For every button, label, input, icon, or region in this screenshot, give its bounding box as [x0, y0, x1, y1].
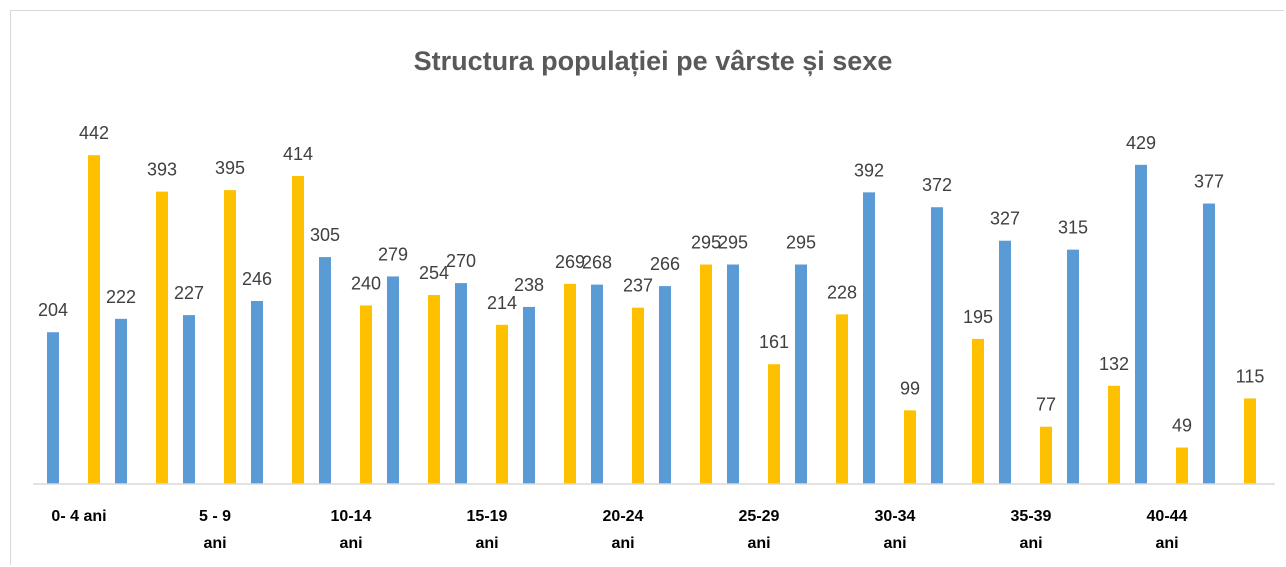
x-tick-label: 10-14 ani	[330, 508, 372, 552]
data-label: 246	[242, 269, 272, 289]
bar	[659, 286, 671, 484]
bar	[428, 295, 440, 484]
x-tick-label: 15-19 ani	[466, 508, 508, 552]
data-label: 214	[487, 293, 517, 313]
data-label: 393	[147, 160, 177, 180]
data-label: 254	[419, 263, 449, 283]
bar	[292, 175, 304, 484]
bar	[836, 314, 848, 484]
bar	[387, 276, 399, 484]
bar	[999, 240, 1011, 484]
data-label: 266	[650, 254, 680, 274]
data-label: 315	[1058, 218, 1088, 238]
data-label: 269	[555, 252, 585, 272]
bar	[156, 191, 168, 484]
bar	[904, 410, 916, 484]
data-label: 377	[1194, 172, 1224, 192]
bar	[1176, 447, 1188, 484]
bar	[115, 318, 127, 484]
x-tick-label: 35-39 ani	[1010, 508, 1052, 552]
bar	[591, 284, 603, 484]
data-label: 429	[1126, 133, 1156, 153]
bar	[455, 283, 467, 484]
bar	[319, 257, 331, 484]
data-label: 395	[215, 158, 245, 178]
data-label: 77	[1036, 395, 1056, 415]
bar	[1040, 426, 1052, 484]
data-label: 392	[854, 160, 884, 180]
data-label: 268	[582, 253, 612, 273]
data-label: 132	[1099, 354, 1129, 374]
bar	[251, 300, 263, 484]
data-label: 327	[990, 209, 1020, 229]
bar	[795, 264, 807, 484]
data-label: 295	[786, 233, 816, 253]
data-label: 99	[900, 378, 920, 398]
data-label: 238	[514, 275, 544, 295]
bar	[931, 207, 943, 484]
bar	[700, 264, 712, 484]
bar	[1067, 249, 1079, 484]
bar	[768, 364, 780, 484]
bar	[1244, 398, 1256, 484]
data-label: 237	[623, 276, 653, 296]
bar	[863, 192, 875, 485]
chart-title: Structura populației pe vârste și sexe	[414, 46, 893, 76]
data-label: 228	[827, 282, 857, 302]
bar	[523, 306, 535, 484]
bar	[1135, 164, 1147, 484]
data-label: 295	[718, 233, 748, 253]
data-label: 372	[922, 175, 952, 195]
bar	[360, 305, 372, 484]
data-label: 222	[106, 287, 136, 307]
x-tick-label: 20-24 ani	[602, 508, 644, 552]
x-tick-label: 5 - 9 ani	[198, 508, 231, 552]
data-label: 195	[963, 307, 993, 327]
bar	[727, 264, 739, 484]
bar	[496, 324, 508, 484]
bar	[224, 190, 236, 484]
data-label: 295	[691, 233, 721, 253]
bar	[564, 283, 576, 484]
bar	[88, 155, 100, 485]
chart-frame	[10, 10, 1284, 565]
data-label: 279	[378, 244, 408, 264]
bar	[632, 307, 644, 484]
data-label: 204	[38, 300, 68, 320]
data-label: 240	[351, 273, 381, 293]
x-tick-label: 30-34 ani	[874, 508, 916, 552]
data-label: 442	[79, 123, 109, 143]
data-label: 270	[446, 251, 476, 271]
bar	[183, 315, 195, 484]
data-label: 49	[1172, 416, 1192, 436]
data-label: 227	[174, 283, 204, 303]
x-tick-label: 25-29 ani	[738, 508, 780, 552]
x-tick-label: 40-44 ani	[1146, 508, 1188, 552]
data-label: 161	[759, 332, 789, 352]
data-label: 305	[310, 225, 340, 245]
data-label: 414	[283, 144, 313, 164]
bar	[1203, 203, 1215, 484]
bar	[972, 338, 984, 484]
data-label: 115	[1236, 366, 1265, 386]
x-tick-label: 0- 4 ani	[51, 508, 107, 525]
bar	[1108, 385, 1120, 484]
bar	[47, 332, 59, 484]
